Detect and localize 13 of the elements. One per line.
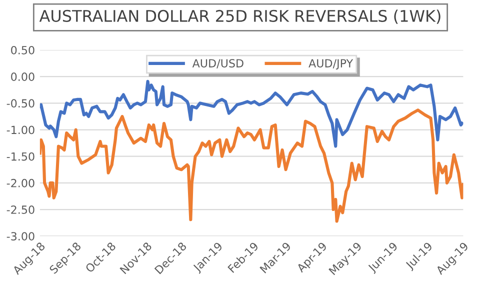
y-tick-label: -1.00 xyxy=(6,126,34,134)
legend-label: AUD/USD xyxy=(192,59,244,68)
chart-title: AUSTRALIAN DOLLAR 25D RISK REVERSALS (1WK) xyxy=(39,10,440,24)
y-tick-label: -3.00 xyxy=(6,232,34,240)
y-tick-label: -1.50 xyxy=(6,152,34,161)
y-tick-label: 0.00 xyxy=(11,72,34,81)
y-tick-label: -0.50 xyxy=(6,99,34,108)
line-series xyxy=(40,108,464,223)
legend-label: AUD/JPY xyxy=(308,59,354,70)
line-series xyxy=(40,80,464,148)
y-tick-label: 0.50 xyxy=(11,46,34,54)
y-tick-label: -2.00 xyxy=(6,178,34,188)
y-tick-label: -2.50 xyxy=(6,206,34,214)
